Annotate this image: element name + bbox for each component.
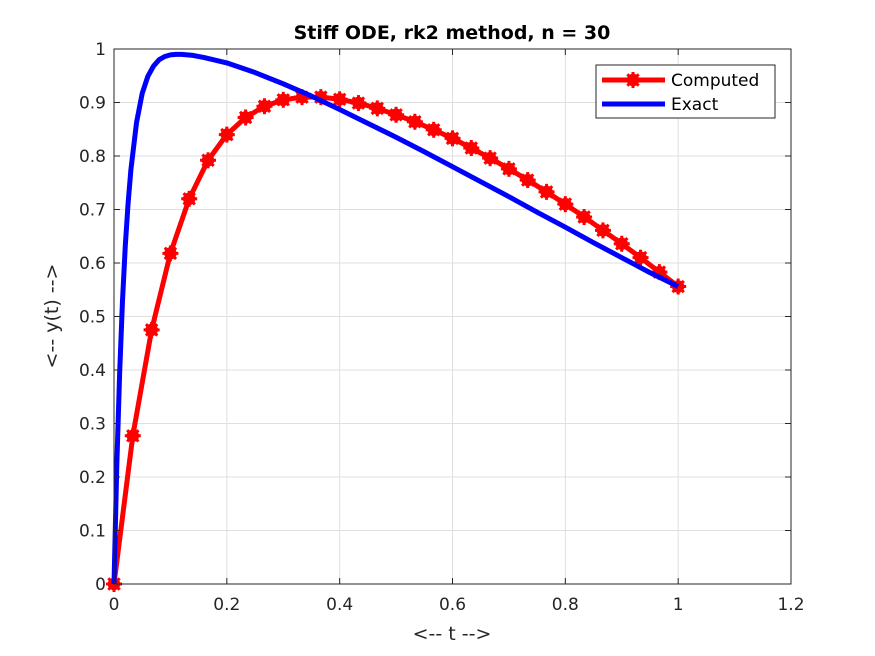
computed-point [632,249,649,266]
ticks: 0 0.2 0.4 0.6 0.8 1 1.2 0 0.1 0.2 0.3 0.4 0.5 0.6 0.7 0… [79,40,805,615]
computed-point [576,208,593,225]
computed-point [482,150,499,167]
computed-point [124,427,141,444]
legend: Computed Exact [595,64,776,119]
y-tick-label: 0.9 [79,94,106,114]
chart-title: Stiff ODE, rk2 method, n = 30 [294,22,611,44]
computed-point [425,121,442,138]
legend-box [595,64,776,119]
computed-point [331,91,348,108]
x-tick-label: 0.6 [439,595,466,615]
computed-point [218,126,235,143]
y-tick-label: 0.2 [79,468,106,488]
y-tick-label: 0.7 [79,201,106,221]
y-tick-label: 1 [95,40,106,60]
computed-point [200,152,217,169]
computed-point [538,183,555,200]
x-tick-label: 0.8 [552,595,579,615]
y-tick-label: 0.3 [79,415,106,435]
computed-point [613,235,630,252]
y-tick-label: 0.5 [79,308,106,328]
computed-point [237,109,254,126]
y-tick-label: 0.4 [79,361,106,381]
y-axis-label: <-- y(t) --> [41,264,63,369]
computed-point [256,98,273,115]
computed-point [406,113,423,130]
computed-point [557,196,574,213]
computed-point [519,172,536,189]
legend-computed-marker [625,72,641,88]
computed-point [369,100,386,117]
y-tick-label: 0.6 [79,254,106,274]
legend-computed-label: Computed [671,71,759,91]
y-tick-label: 0.8 [79,147,106,167]
computed-point [625,72,641,88]
computed-point [594,222,611,239]
legend-exact-label: Exact [671,95,719,115]
x-tick-label: 0 [109,595,120,615]
computed-point [181,190,198,207]
computed-point [463,139,480,156]
y-tick-label: 0.1 [79,522,106,542]
computed-point [388,106,405,123]
computed-point [275,91,292,108]
computed-point [350,95,367,112]
exact-line [111,51,680,585]
computed-point [162,245,179,262]
x-tick-label: 1.2 [777,595,804,615]
x-axis-label: <-- t --> [413,623,492,645]
computed-point [444,130,461,147]
x-tick-label: 0.4 [326,595,353,615]
computed-point [500,160,517,177]
y-tick-label: 0 [95,575,106,595]
x-tick-label: 0.2 [213,595,240,615]
series-layer [106,51,687,592]
computed-point [143,321,160,338]
x-tick-label: 1 [673,595,684,615]
